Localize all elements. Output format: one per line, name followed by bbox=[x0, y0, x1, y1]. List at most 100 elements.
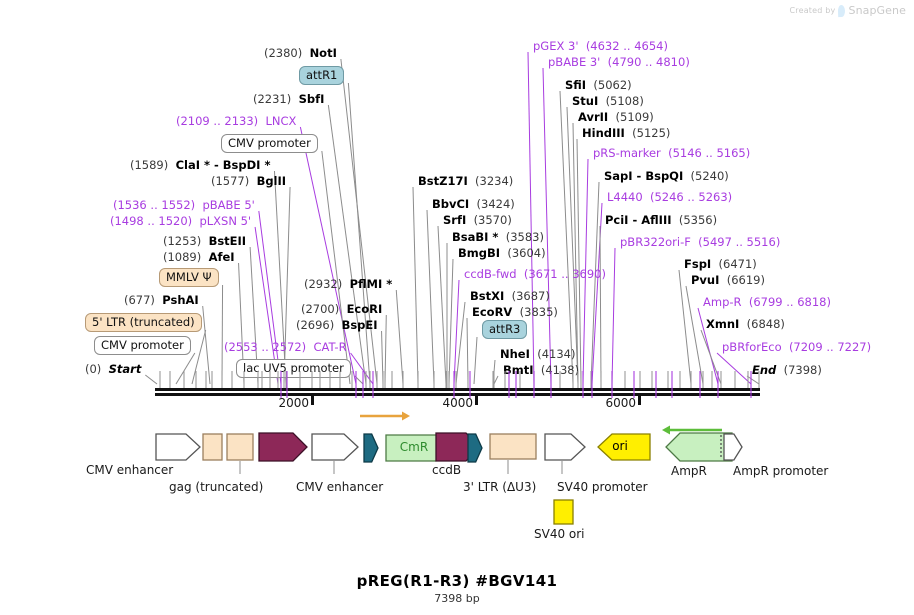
label-position: (2231) bbox=[253, 92, 292, 106]
feature-attr1-arrow[interactable] bbox=[363, 433, 379, 463]
watermark-created-by: Created by bbox=[789, 6, 836, 15]
map-label-attr1[interactable]: attR1 bbox=[299, 64, 345, 85]
map-label-bglii[interactable]: (1577) BglII bbox=[211, 170, 286, 189]
label-name: XmnI bbox=[706, 317, 740, 331]
feature-ltr3-box[interactable] bbox=[489, 433, 537, 460]
label-position: (7398) bbox=[783, 363, 822, 377]
feature-gag-box-1[interactable] bbox=[202, 433, 223, 461]
map-label-bbvci[interactable]: BbvCI (3424) bbox=[432, 193, 515, 212]
map-label-xmni[interactable]: XmnI (6848) bbox=[706, 313, 785, 332]
map-label-pbabe5[interactable]: (1536 .. 1552) pBABE 5' bbox=[113, 194, 255, 213]
feature-name-box: 5' LTR (truncated) bbox=[85, 313, 202, 332]
map-label-bsteii[interactable]: (1253) BstEII bbox=[163, 230, 246, 249]
map-label-fspi[interactable]: FspI (6471) bbox=[684, 253, 757, 272]
feature-ampr-arrow[interactable] bbox=[665, 432, 733, 462]
label-position: (5246 .. 5263) bbox=[650, 190, 733, 204]
map-label-pgex3[interactable]: pGEX 3' (4632 .. 4654) bbox=[533, 35, 668, 54]
map-label-ltr5[interactable]: 5' LTR (truncated) bbox=[85, 311, 202, 332]
map-label-mmlvpsi[interactable]: MMLV Ψ bbox=[159, 266, 219, 287]
map-label-ecori[interactable]: (2700) EcoRI bbox=[301, 298, 382, 317]
map-label-attr3[interactable]: attR3 bbox=[482, 318, 528, 339]
ruler-tick-2000: 2000 bbox=[278, 396, 309, 410]
map-label-pflmi[interactable]: (2932) PflMI * bbox=[304, 273, 392, 292]
feature-ltr5-arrow[interactable] bbox=[258, 432, 308, 462]
map-label-hindiii[interactable]: HindIII (5125) bbox=[582, 122, 670, 141]
map-label-noti[interactable]: (2380) NotI bbox=[264, 42, 337, 61]
map-label-sfii[interactable]: SfiI (5062) bbox=[565, 74, 632, 93]
feature-cmv-enhancer-1[interactable] bbox=[155, 433, 201, 461]
label-position: (1089) bbox=[163, 250, 202, 264]
label-name: ccdB-fwd bbox=[464, 267, 517, 281]
map-label-sapi[interactable]: SapI - BspQI (5240) bbox=[604, 165, 729, 184]
map-label-lacuv5[interactable]: lac UV5 promoter bbox=[236, 357, 351, 378]
label-name: End bbox=[752, 363, 777, 377]
feature-inner-label-ori-arrow: ori bbox=[612, 439, 628, 453]
map-label-cmvprom1[interactable]: CMV promoter bbox=[221, 132, 318, 153]
feature-name-box: lac UV5 promoter bbox=[236, 359, 351, 378]
map-label-pshai[interactable]: (677) PshAI bbox=[124, 289, 199, 308]
map-label-plxsn5[interactable]: (1498 .. 1520) pLXSN 5' bbox=[110, 210, 251, 229]
map-label-ecorv[interactable]: EcoRV (3835) bbox=[472, 301, 558, 320]
feature-label-ltr3-box: 3' LTR (ΔU3) bbox=[463, 480, 537, 494]
map-label-pcii[interactable]: PciI - AflIII (5356) bbox=[605, 209, 717, 228]
map-label-bsabi[interactable]: BsaBI * (3583) bbox=[452, 226, 544, 245]
map-label-pbrforeco[interactable]: pBRforEco (7209 .. 7227) bbox=[722, 336, 871, 355]
map-label-prsmarker[interactable]: pRS-marker (5146 .. 5165) bbox=[593, 142, 750, 161]
watermark-brand: SnapGene bbox=[848, 4, 906, 17]
map-label-avrii[interactable]: AvrII (5109) bbox=[578, 106, 654, 125]
map-label-bspei[interactable]: (2696) BspEI bbox=[296, 314, 378, 333]
map-label-pbr322ori[interactable]: pBR322ori-F (5497 .. 5516) bbox=[620, 231, 780, 250]
label-name: PvuI bbox=[691, 273, 720, 287]
map-label-startpos[interactable]: (0) Start bbox=[85, 358, 141, 377]
label-name: StuI bbox=[572, 94, 599, 108]
label-name: HindIII bbox=[582, 126, 625, 140]
feature-sv40-ori[interactable] bbox=[553, 499, 574, 525]
label-name: BbvCI bbox=[432, 197, 470, 211]
map-label-ampr[interactable]: Amp-R (6799 .. 6818) bbox=[703, 291, 831, 310]
map-label-bmgbi[interactable]: BmgBI (3604) bbox=[458, 242, 546, 261]
label-name: SfiI bbox=[565, 78, 587, 92]
label-name: pBR322ori-F bbox=[620, 235, 691, 249]
map-label-sbfi[interactable]: (2231) SbfI bbox=[253, 88, 324, 107]
map-label-srfi[interactable]: SrfI (3570) bbox=[443, 209, 512, 228]
map-label-pvui[interactable]: PvuI (6619) bbox=[691, 269, 765, 288]
feature-attr3-arrow[interactable] bbox=[467, 433, 483, 463]
label-name: PflMI * bbox=[349, 277, 393, 291]
map-label-endpos[interactable]: End (7398) bbox=[752, 359, 822, 378]
label-position: (5497 .. 5516) bbox=[698, 235, 781, 249]
map-label-stui[interactable]: StuI (5108) bbox=[572, 90, 644, 109]
feature-ori-arrow[interactable] bbox=[597, 433, 651, 461]
map-label-catr[interactable]: (2553 .. 2572) CAT-R bbox=[224, 336, 347, 355]
map-label-afei[interactable]: (1089) AfeI bbox=[163, 246, 235, 265]
map-label-nhei[interactable]: NheI (4134) bbox=[500, 343, 575, 362]
map-label-lncx[interactable]: (2109 .. 2133) LNCX bbox=[176, 110, 296, 129]
feature-label-ccdb-arrow: ccdB bbox=[432, 463, 462, 477]
label-name: SrfI bbox=[443, 213, 467, 227]
label-position: (1536 .. 1552) bbox=[113, 198, 196, 212]
map-label-ccdbfwd[interactable]: ccdB-fwd (3671 .. 3690) bbox=[464, 263, 606, 282]
label-position: (2380) bbox=[264, 46, 303, 60]
label-name: BsaBI * bbox=[452, 230, 499, 244]
label-name: ClaI * - BspDI * bbox=[175, 158, 271, 172]
feature-cmv-enhancer-2[interactable] bbox=[311, 433, 359, 461]
label-position: (3687) bbox=[511, 289, 550, 303]
map-label-pbabe3[interactable]: pBABE 3' (4790 .. 4810) bbox=[548, 51, 690, 70]
map-label-clai[interactable]: (1589) ClaI * - BspDI * bbox=[130, 154, 270, 173]
map-label-bmti[interactable]: BmtI (4138) bbox=[503, 359, 579, 378]
map-label-l4440[interactable]: L4440 (5246 .. 5263) bbox=[607, 186, 732, 205]
map-label-cmvprom0[interactable]: CMV promoter bbox=[94, 334, 191, 355]
ruler-tick-4000: 4000 bbox=[442, 396, 473, 410]
map-label-bstxi[interactable]: BstXI (3687) bbox=[470, 285, 550, 304]
label-position: (5356) bbox=[678, 213, 718, 227]
label-name: CAT-R bbox=[313, 340, 347, 354]
feature-sv40-promoter[interactable] bbox=[544, 433, 586, 461]
map-label-bstz17i[interactable]: BstZ17I (3234) bbox=[418, 170, 513, 189]
label-name: AvrII bbox=[578, 110, 609, 124]
label-position: (3583) bbox=[505, 230, 544, 244]
label-position: (2932) bbox=[304, 277, 343, 291]
label-position: (4134) bbox=[537, 347, 576, 361]
feature-ampr-promoter[interactable] bbox=[723, 433, 743, 461]
feature-gag-box-2[interactable] bbox=[226, 433, 254, 461]
label-name: Start bbox=[108, 362, 142, 376]
label-name: BglII bbox=[256, 174, 287, 188]
